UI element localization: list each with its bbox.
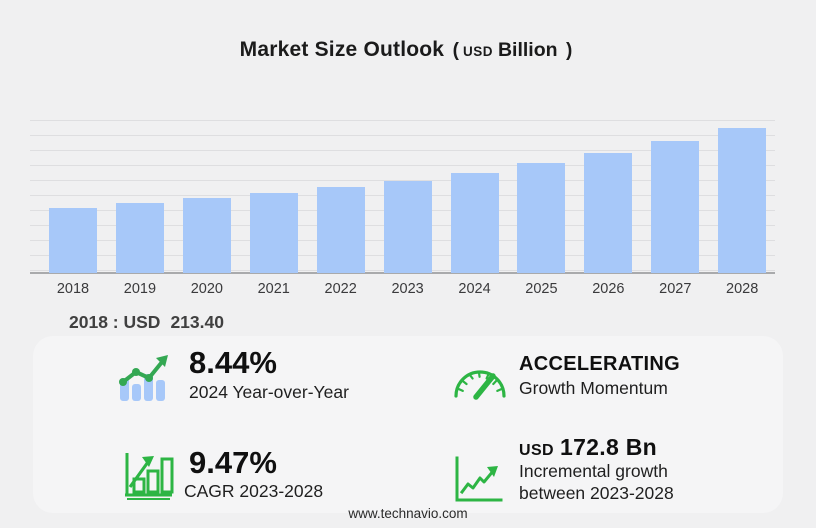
stat-cagr-value: 9.47%: [189, 445, 277, 480]
bar-2022: [316, 186, 365, 273]
yoy-bar-trend-icon: [119, 355, 168, 401]
x-axis-labels: 2018 2019 2020 2021 2022 2023 2024 2025 2026 2027…: [30, 281, 775, 301]
base-year-annotation: 2018 : USD 213.40: [69, 312, 224, 333]
bar-2019: [115, 203, 164, 273]
footer-url: www.technavio.com: [348, 506, 468, 521]
chart-title-paren-close: ): [566, 40, 573, 61]
chart-title-main: Market Size Outlook: [239, 38, 445, 61]
bar-2018: [49, 207, 97, 273]
stat-incremental-value: USD 172.8 Bn: [519, 434, 657, 461]
bar-2024: [450, 172, 499, 273]
incremental-growth-icon: [455, 456, 503, 502]
gridline: [30, 135, 775, 136]
stat-yoy-value: 8.44%: [189, 345, 277, 380]
x-tick-2024: 2024: [458, 281, 491, 297]
x-tick-2020: 2020: [190, 281, 223, 297]
stat-yoy-label: 2024 Year-over-Year: [189, 382, 349, 402]
x-tick-2027: 2027: [659, 281, 692, 297]
chart-title-unit: Billion: [497, 39, 558, 61]
plot-area: [30, 120, 775, 274]
x-axis-line: [30, 272, 775, 274]
chart-title: Market Size Outlook (USD Billion ): [0, 38, 816, 62]
x-tick-2025: 2025: [525, 281, 558, 297]
gridline: [30, 180, 775, 181]
stat-momentum-value: ACCELERATING: [519, 353, 681, 375]
base-year-label: 2018 : USD: [69, 312, 161, 332]
stat-incremental-label-line1: Incremental growth: [519, 461, 668, 481]
bar-2021: [249, 192, 298, 273]
stat-cagr-label: CAGR 2023-2028: [184, 481, 324, 501]
base-year-value: 213.40: [170, 312, 224, 332]
stat-incremental-label-line2: between 2023-2028: [519, 483, 674, 503]
chart-title-paren-open: (: [452, 40, 459, 61]
x-tick-2019: 2019: [123, 281, 157, 297]
stat-momentum-label: Growth Momentum: [519, 378, 668, 398]
cagr-bars-icon: [125, 453, 174, 500]
bar-2020: [182, 198, 231, 273]
x-tick-2026: 2026: [592, 281, 625, 297]
stat-incremental-currency: USD: [519, 442, 554, 459]
x-tick-2028: 2028: [726, 281, 759, 297]
bar-2025: [517, 163, 566, 273]
gauge-icon: [454, 370, 506, 400]
bar-2028: [718, 127, 767, 273]
x-tick-2021: 2021: [257, 281, 290, 297]
x-tick-2023: 2023: [391, 281, 424, 297]
gridline: [30, 120, 775, 121]
bar-2027: [651, 140, 700, 273]
gridline: [30, 150, 775, 151]
stat-incremental-amount: 172.8 Bn: [559, 434, 657, 460]
x-tick-2018: 2018: [56, 281, 90, 297]
bar-2023: [383, 180, 432, 273]
bar-2026: [584, 152, 633, 273]
chart-title-currency: USD: [462, 44, 493, 59]
x-tick-2022: 2022: [324, 281, 357, 297]
gridline: [30, 165, 775, 166]
